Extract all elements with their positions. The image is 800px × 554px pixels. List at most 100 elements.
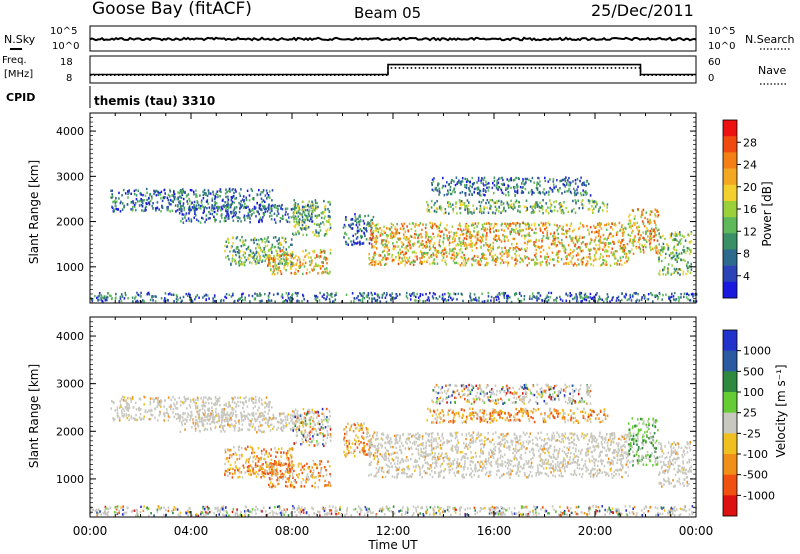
echo-cell <box>595 236 597 239</box>
echo-cell <box>509 205 512 209</box>
echo-cell <box>530 223 533 226</box>
echo-cell <box>651 293 653 297</box>
echo-cell <box>281 236 283 239</box>
echo-cell <box>632 229 634 233</box>
echo-cell <box>618 263 621 266</box>
echo-cell <box>205 214 208 217</box>
echo-cell <box>190 220 193 223</box>
echo-cell <box>328 272 330 275</box>
echo-cell <box>485 183 487 187</box>
echo-cell <box>412 243 414 246</box>
echo-cell <box>286 207 289 210</box>
echo-cell <box>368 238 371 241</box>
echo-cell <box>234 211 237 214</box>
echo-cell <box>166 408 168 411</box>
echo-cell <box>142 199 144 202</box>
echo-cell <box>255 401 257 404</box>
echo-cell <box>655 249 657 252</box>
echo-cell <box>207 189 210 192</box>
echo-cell <box>228 401 230 404</box>
echo-cell <box>544 176 546 180</box>
echo-cell <box>173 300 175 303</box>
echo-cell <box>345 216 347 219</box>
echo-cell <box>111 196 113 199</box>
echo-cell <box>315 264 318 267</box>
echo-cell <box>316 254 318 257</box>
echo-cell <box>575 293 577 296</box>
echo-cell <box>535 255 537 259</box>
echo-cell <box>672 255 675 259</box>
echo-cell <box>325 232 328 235</box>
echo-cell <box>589 194 592 197</box>
echo-cell <box>311 268 313 271</box>
echo-cell <box>567 210 570 214</box>
echo-cell <box>213 295 216 299</box>
echo-cell <box>227 214 230 217</box>
echo-cell <box>386 244 388 247</box>
echo-cell <box>371 297 373 300</box>
echo-cell <box>318 265 321 268</box>
echo-cell <box>435 225 438 228</box>
echo-cell <box>528 262 531 265</box>
echo-cell <box>495 298 498 302</box>
echo-cell <box>328 214 330 218</box>
echo-cell <box>428 210 431 213</box>
echo-cell <box>254 292 256 295</box>
echo-cell <box>582 256 585 260</box>
echo-cell <box>498 245 500 249</box>
echo-cell <box>568 184 570 187</box>
echo-cell <box>238 264 241 267</box>
echo-cell <box>501 191 504 194</box>
echo-cell <box>256 210 258 213</box>
echo-cell <box>588 231 590 234</box>
echo-cell <box>179 418 181 421</box>
echo-cell <box>504 292 507 295</box>
echo-cell <box>505 188 507 191</box>
echo-cell <box>172 395 174 399</box>
echo-cell <box>643 294 645 297</box>
echo-cell <box>542 222 545 225</box>
echo-cell <box>673 238 676 242</box>
echo-cell <box>446 181 448 184</box>
echo-cell <box>557 237 559 240</box>
echo-cell <box>516 246 519 249</box>
echo-cell <box>231 211 233 214</box>
echo-cell <box>244 252 246 255</box>
echo-cell <box>451 190 454 193</box>
echo-cell <box>233 258 236 261</box>
echo-cell <box>261 218 263 221</box>
echo-cell <box>677 253 680 256</box>
echo-cell <box>247 245 250 249</box>
echo-cell <box>649 246 651 249</box>
echo-cell <box>622 250 624 253</box>
echo-cell <box>251 425 254 429</box>
echo-cell <box>581 261 584 264</box>
echo-cell <box>213 416 215 419</box>
echo-cell <box>631 231 633 234</box>
echo-cell <box>192 206 195 209</box>
echo-cell <box>244 417 246 421</box>
echo-cell <box>587 208 589 211</box>
echo-cell <box>561 232 563 235</box>
echo-cell <box>464 205 466 208</box>
echo-cell <box>152 207 154 210</box>
echo-cell <box>447 200 450 204</box>
echo-cell <box>192 421 195 424</box>
echo-cell <box>232 209 235 212</box>
echo-cell <box>198 203 200 207</box>
echo-cell <box>284 263 286 266</box>
echo-cell <box>655 224 657 227</box>
echo-cell <box>130 208 132 211</box>
echo-cell <box>298 208 301 211</box>
echo-cell <box>317 264 320 267</box>
echo-cell <box>482 225 484 229</box>
echo-cell <box>399 293 401 296</box>
echo-cell <box>643 297 646 300</box>
echo-cell <box>503 208 505 211</box>
echo-cell <box>261 398 263 401</box>
echo-cell <box>149 403 152 406</box>
echo-cell <box>238 426 240 430</box>
echo-cell <box>318 214 321 217</box>
echo-cell <box>232 399 234 402</box>
echo-cell <box>468 243 470 246</box>
